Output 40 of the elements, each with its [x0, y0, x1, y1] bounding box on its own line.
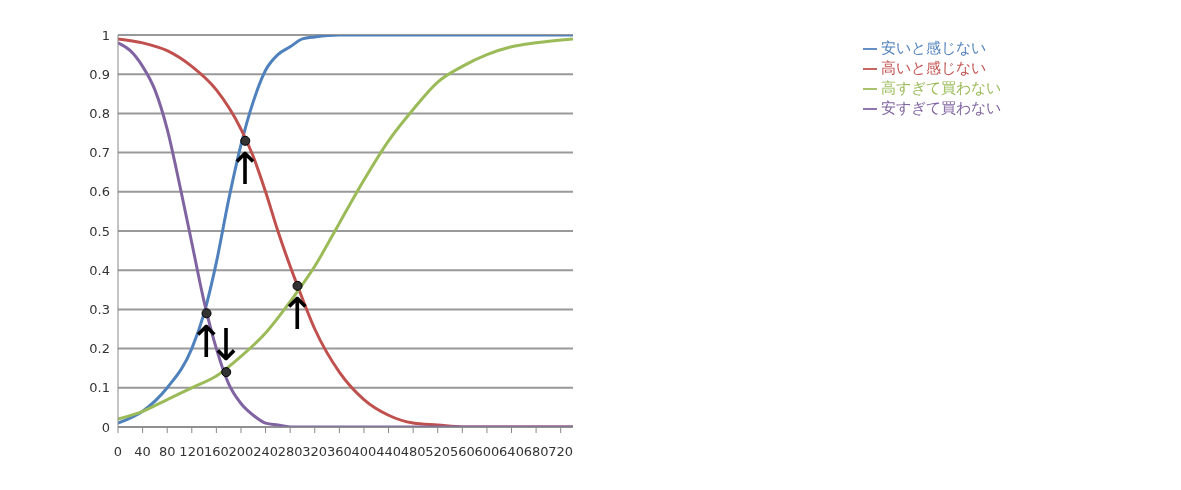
x-tick-label: 200	[228, 444, 254, 460]
x-tick-label: 560	[449, 444, 475, 460]
x-tick-label: 0	[113, 444, 123, 460]
x-tick-label: 440	[376, 444, 401, 460]
legend-label: 高いと感じない	[881, 59, 986, 77]
point	[221, 367, 232, 378]
annotation: ↑	[279, 288, 316, 340]
y-tick-label: 1	[101, 27, 110, 43]
x-tick-label: 480	[400, 444, 426, 460]
legend-label: 安いと感じない	[881, 39, 986, 57]
y-tick-label: 0.6	[89, 184, 110, 200]
y-tick-label: 0.1	[89, 380, 110, 396]
x-tick-label: 80	[158, 444, 176, 460]
x-tick-label: 120	[179, 444, 205, 460]
y-tick-label: 0.3	[89, 302, 110, 318]
x-tick-label: 520	[425, 444, 451, 460]
x-tick-label: 160	[203, 444, 229, 460]
x-tick-label: 680	[523, 444, 549, 460]
legend-label: 安すぎて買わない	[881, 99, 1001, 117]
y-tick-label: 0.8	[89, 106, 110, 122]
point	[292, 280, 303, 291]
y-tick-label: 0.9	[89, 66, 110, 82]
x-tick-label: 720	[548, 444, 574, 460]
x-tick-label: 320	[302, 444, 328, 460]
point	[240, 135, 251, 146]
y-tick-label: 0.5	[89, 223, 110, 239]
x-tick-label: 360	[326, 444, 352, 460]
x-tick-label: 400	[351, 444, 377, 460]
y-tick-label: 0.7	[89, 145, 110, 161]
x-tick-label: 280	[277, 444, 303, 460]
x-tick-label: 240	[253, 444, 278, 460]
annotation: ↑	[226, 143, 264, 195]
x-tick-label: 640	[499, 444, 524, 460]
y-tick-label: 0.2	[89, 341, 110, 357]
legend-label: 高すぎて買わない	[881, 79, 1001, 97]
point	[201, 308, 212, 319]
y-tick-label: 0.4	[89, 262, 110, 278]
x-tick-label: 600	[474, 444, 500, 460]
y-tick-label: 0	[101, 419, 110, 435]
x-tick-label: 40	[134, 444, 151, 460]
